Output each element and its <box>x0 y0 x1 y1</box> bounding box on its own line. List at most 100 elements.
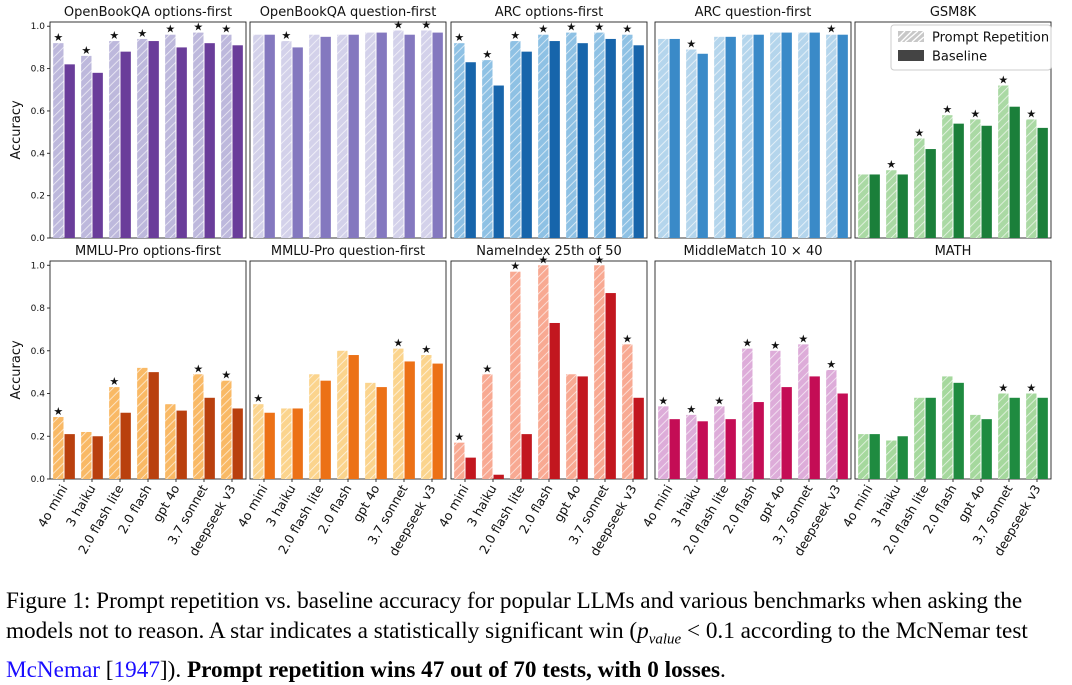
bar-prompt-repetition <box>393 348 404 479</box>
significance-star: ★ <box>281 29 291 42</box>
bar-baseline <box>348 355 359 479</box>
y-axis-label: Accuracy <box>9 100 24 160</box>
panel-mmlu-pro-options-first: MMLU-Pro options-first 0.0 0.2 0.4 0.6 0.8 1.0… <box>9 244 247 559</box>
bar-prompt-repetition <box>622 344 633 479</box>
bar-baseline <box>521 434 532 479</box>
legend-swatch-baseline <box>898 50 924 61</box>
significance-star: ★ <box>798 332 808 345</box>
bar-prompt-repetition <box>482 374 493 479</box>
significance-star: ★ <box>686 403 696 416</box>
caption-text: Prompt repetition vs. baseline accuracy … <box>6 588 1023 644</box>
bar-prompt-repetition <box>337 34 348 238</box>
bar-baseline <box>725 419 736 479</box>
bar-prompt-repetition <box>826 370 837 479</box>
significance-star: ★ <box>421 343 431 356</box>
p-symbol: p <box>637 618 649 644</box>
bar-baseline <box>92 72 103 238</box>
bar-prompt-repetition <box>421 30 432 239</box>
bar-baseline <box>1037 127 1048 238</box>
significance-star: ★ <box>482 48 492 61</box>
citation-link-mcnemar[interactable]: McNemar <box>6 656 100 683</box>
bar-prompt-repetition <box>942 376 953 479</box>
bar-baseline <box>981 419 992 479</box>
cite-close: ]). <box>159 656 187 683</box>
legend-frame <box>890 24 1052 71</box>
panel-title: ARC options-first <box>495 5 603 20</box>
bar-prompt-repetition <box>109 41 120 238</box>
significance-star: ★ <box>914 126 924 139</box>
bar-baseline <box>633 45 644 239</box>
significance-star: ★ <box>193 362 203 375</box>
bar-prompt-repetition <box>421 355 432 479</box>
bar-prompt-repetition <box>658 38 669 238</box>
bar-prompt-repetition <box>454 442 465 479</box>
bar-baseline <box>781 387 792 479</box>
panel-title: MMLU-Pro question-first <box>271 244 425 259</box>
bar-prompt-repetition <box>393 30 404 239</box>
bar-prompt-repetition <box>137 367 148 479</box>
y-tick-label: 0.4 <box>31 149 46 159</box>
bar-baseline <box>232 408 243 479</box>
significance-star: ★ <box>566 21 576 34</box>
benchmark-bar-chart-grid: OpenBookQA options-first 0.0 0.2 0.4 0.6 0.8 1… <box>9 5 1052 559</box>
bar-baseline <box>148 41 159 238</box>
bar-prompt-repetition <box>538 34 549 238</box>
bar-prompt-repetition <box>714 406 725 479</box>
bar-baseline <box>669 419 680 479</box>
significance-star: ★ <box>165 23 175 36</box>
panel-title: MiddleMatch 10 × 40 <box>684 244 823 259</box>
bar-baseline <box>605 38 616 238</box>
bar-baseline <box>320 36 331 238</box>
y-tick-label: 0.0 <box>31 234 46 244</box>
bar-prompt-repetition <box>914 397 925 479</box>
plot-frame <box>654 21 852 239</box>
bar-prompt-repetition <box>566 32 577 239</box>
legend-label-prompt-repetition: Prompt Repetition <box>932 31 1049 46</box>
bar-baseline <box>264 412 275 479</box>
bar-prompt-repetition <box>998 85 1009 238</box>
significance-star: ★ <box>538 253 548 266</box>
plot-frame <box>450 21 648 239</box>
p-subscript: value <box>648 631 682 648</box>
bar-prompt-repetition <box>281 41 292 238</box>
bar-prompt-repetition <box>538 265 549 479</box>
bar-baseline <box>669 38 680 238</box>
y-tick-label: 0.2 <box>31 432 45 442</box>
significance-star: ★ <box>714 394 724 407</box>
bar-prompt-repetition <box>81 431 92 479</box>
significance-star: ★ <box>998 74 1008 87</box>
bar-prompt-repetition <box>658 406 669 479</box>
bar-prompt-repetition <box>53 43 64 239</box>
significance-star: ★ <box>686 38 696 51</box>
bar-baseline <box>176 47 187 238</box>
y-tick-label: 1.0 <box>31 261 46 271</box>
bar-prompt-repetition <box>1026 119 1037 238</box>
bar-baseline <box>753 402 764 479</box>
significance-star: ★ <box>253 392 263 405</box>
bar-baseline <box>432 32 443 239</box>
y-axis-label: Accuracy <box>9 340 24 400</box>
bar-baseline <box>521 51 532 238</box>
bar-prompt-repetition <box>770 350 781 479</box>
citation-link-year[interactable]: 1947 <box>113 656 160 683</box>
bar-baseline <box>348 34 359 238</box>
bar-baseline <box>869 174 880 238</box>
significance-star: ★ <box>454 431 464 444</box>
legend-label-baseline: Baseline <box>932 50 987 65</box>
bar-baseline <box>925 397 936 479</box>
bar-prompt-repetition <box>309 34 320 238</box>
bar-baseline <box>493 85 504 238</box>
significance-star: ★ <box>109 375 119 388</box>
panel-title: MATH <box>935 244 972 259</box>
bar-prompt-repetition <box>770 32 781 239</box>
bar-baseline <box>376 387 387 479</box>
plot-frame <box>654 260 852 480</box>
bar-baseline <box>925 149 936 238</box>
panel-arc-options-first: ARC options-first★★★ ★ ★ ★ ★ <box>450 5 648 239</box>
bar-baseline <box>809 376 820 479</box>
bar-baseline <box>292 47 303 238</box>
significance-star: ★ <box>538 23 548 36</box>
panel-middlematch-10-40: MiddleMatch 10 × 40★4o mini★3 haiku★2.0 … <box>639 244 852 559</box>
significance-star: ★ <box>137 27 147 40</box>
